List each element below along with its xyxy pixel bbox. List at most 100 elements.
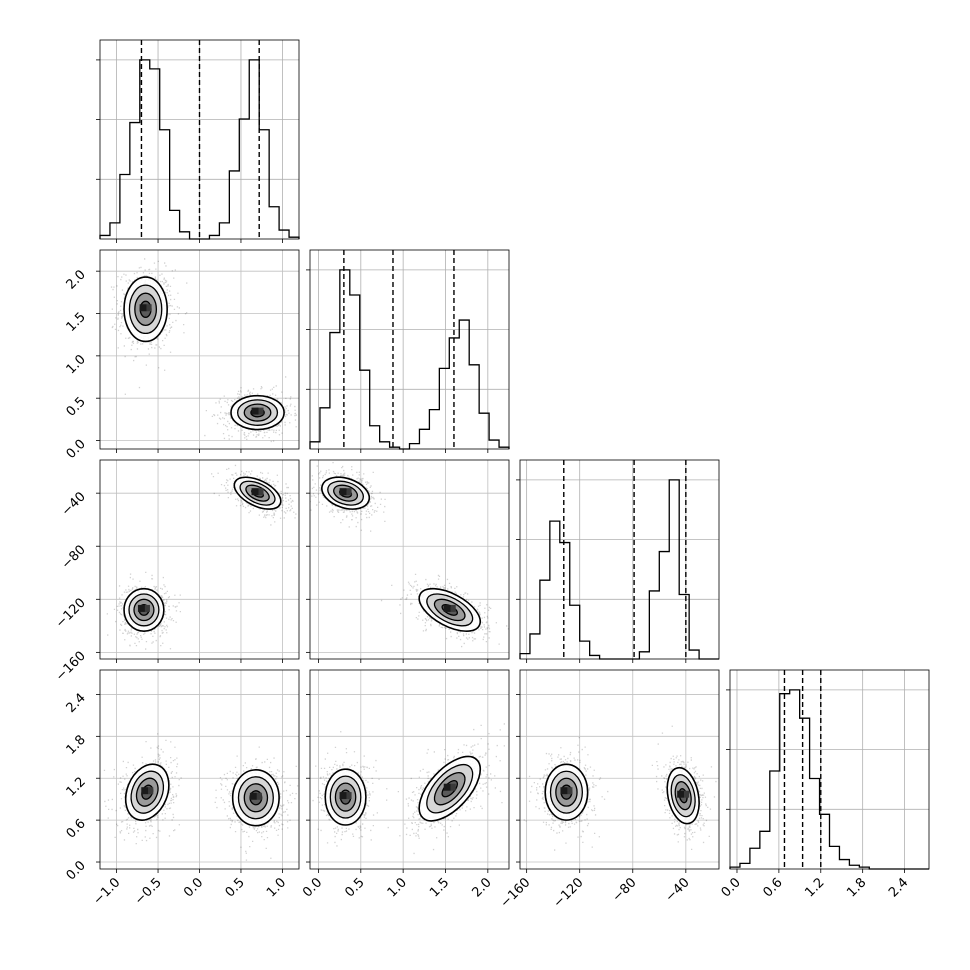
y-tick-label: 0.0 xyxy=(64,858,89,883)
density-peak xyxy=(258,488,264,496)
x-ticks-inner-1-1 xyxy=(318,449,489,453)
density-peak xyxy=(346,792,352,800)
x-tick-label: −120 xyxy=(551,875,587,911)
y-tick-label: 0.5 xyxy=(64,394,89,419)
density-peak xyxy=(443,604,451,612)
panel-content xyxy=(310,670,509,869)
x-ticks-inner-0-0 xyxy=(116,239,283,243)
panel-content xyxy=(310,460,509,659)
y-tick-label: 0.0 xyxy=(64,437,89,462)
y-tick-label: 1.0 xyxy=(64,352,89,377)
density-peak xyxy=(256,792,262,800)
density-peak xyxy=(684,790,690,798)
y-tick-label: 1.2 xyxy=(64,774,89,799)
density-peak xyxy=(339,488,347,496)
x-tick-label: −0.5 xyxy=(132,875,165,908)
density-peak xyxy=(144,604,150,612)
x-axis-0: −1.0 −0.5 0.0 0.5 1.0 xyxy=(90,869,289,908)
x-tick-label: 0.6 xyxy=(760,875,785,900)
panel-content xyxy=(100,460,299,659)
x-axis-2: −160 −120 −80 −40 xyxy=(498,869,693,911)
scatter-points xyxy=(214,746,299,861)
histogram-frame xyxy=(309,249,510,450)
y-axis-2: −160 −120 −80 −40 xyxy=(53,489,100,684)
x-tick-label: −40 xyxy=(663,875,693,905)
density-peak xyxy=(251,488,259,496)
density-peak xyxy=(567,787,573,795)
x-axis-1: 0.0 0.5 1.0 1.5 2.0 xyxy=(300,869,495,900)
x-tick-label: 0.5 xyxy=(223,875,248,900)
density-peak xyxy=(139,304,147,312)
histogram-bars xyxy=(519,479,719,660)
x-tick-label: −1.0 xyxy=(90,875,123,908)
y-tick-label: 1.5 xyxy=(64,310,89,335)
density-peak xyxy=(339,792,347,800)
y-tick-label: 2.0 xyxy=(64,267,89,292)
y-ticks-inner-3-1 xyxy=(306,694,310,863)
y-tick-label: 1.8 xyxy=(64,733,89,758)
x-tick-label: 1.8 xyxy=(844,875,869,900)
x-tick-label: 0.0 xyxy=(181,875,206,900)
y-tick-label: −40 xyxy=(59,489,89,519)
x-tick-label: −80 xyxy=(610,875,640,905)
panel-frame xyxy=(309,669,510,870)
panel-content xyxy=(100,670,299,869)
panel-frame xyxy=(309,459,510,660)
scatter-points xyxy=(523,737,609,851)
density-peak xyxy=(346,488,352,496)
x-ticks-inner-1-0 xyxy=(116,449,283,453)
histogram-frame xyxy=(729,669,930,870)
x-ticks-inner-2-0 xyxy=(116,659,283,663)
density-peak xyxy=(251,407,259,415)
y-axis-3: 0.0 0.6 1.2 1.8 2.4 xyxy=(64,691,100,883)
histogram-frame xyxy=(519,459,720,660)
x-tick-label: 1.0 xyxy=(264,875,289,900)
density-peak xyxy=(146,304,152,312)
y-axis-1: 0.0 0.5 1.0 1.5 2.0 xyxy=(64,267,100,462)
x-tick-label: −160 xyxy=(498,875,534,911)
density-peak xyxy=(560,787,568,795)
density-peak xyxy=(249,792,257,800)
y-tick-label: −120 xyxy=(53,596,89,632)
scatter-panel-0-3 xyxy=(99,669,300,870)
y-tick-label: 2.4 xyxy=(64,691,89,716)
histogram-bars xyxy=(729,689,929,870)
density-peak xyxy=(450,604,456,612)
x-tick-label: 2.4 xyxy=(886,875,911,900)
scatter-points xyxy=(380,573,509,648)
x-axis-3: 0.0 0.6 1.2 1.8 2.4 xyxy=(719,869,911,900)
density-peak xyxy=(450,783,456,791)
scatter-panel-0-2 xyxy=(99,459,300,660)
panel-content xyxy=(100,250,299,449)
x-tick-label: 1.5 xyxy=(427,875,452,900)
density-peak xyxy=(677,790,685,798)
x-tick-label: 0.5 xyxy=(342,875,367,900)
x-tick-label: 1.0 xyxy=(385,875,410,900)
y-ticks-inner-3-2 xyxy=(516,694,520,863)
panel-frame xyxy=(519,669,720,870)
y-tick-label: −80 xyxy=(59,542,89,572)
histogram-panel-1 xyxy=(306,249,510,450)
histogram-panel-3 xyxy=(726,669,930,870)
density-peak xyxy=(141,787,149,795)
histogram-bars xyxy=(309,269,510,450)
density-peak xyxy=(258,407,264,415)
histogram-panel-2 xyxy=(516,459,720,660)
density-peak xyxy=(443,783,451,791)
y-tick-label: 0.6 xyxy=(64,816,89,841)
x-ticks-inner-2-2 xyxy=(526,659,687,663)
scatter-panel-2-3 xyxy=(519,669,720,870)
x-tick-label: 0.0 xyxy=(719,875,744,900)
scatter-panel-0-1 xyxy=(99,249,300,450)
histogram-panel-0 xyxy=(96,39,300,240)
y-ticks-inner-2-1 xyxy=(306,492,310,653)
density-peak xyxy=(148,787,154,795)
x-tick-label: 2.0 xyxy=(469,875,494,900)
scatter-panel-1-2 xyxy=(309,459,510,660)
x-tick-label: 1.2 xyxy=(802,875,827,900)
x-ticks-inner-2-1 xyxy=(318,659,489,663)
x-tick-label: 0.0 xyxy=(300,875,325,900)
y-tick-label: −160 xyxy=(53,649,89,685)
panel-content xyxy=(520,670,719,869)
scatter-panel-1-3 xyxy=(309,669,510,870)
